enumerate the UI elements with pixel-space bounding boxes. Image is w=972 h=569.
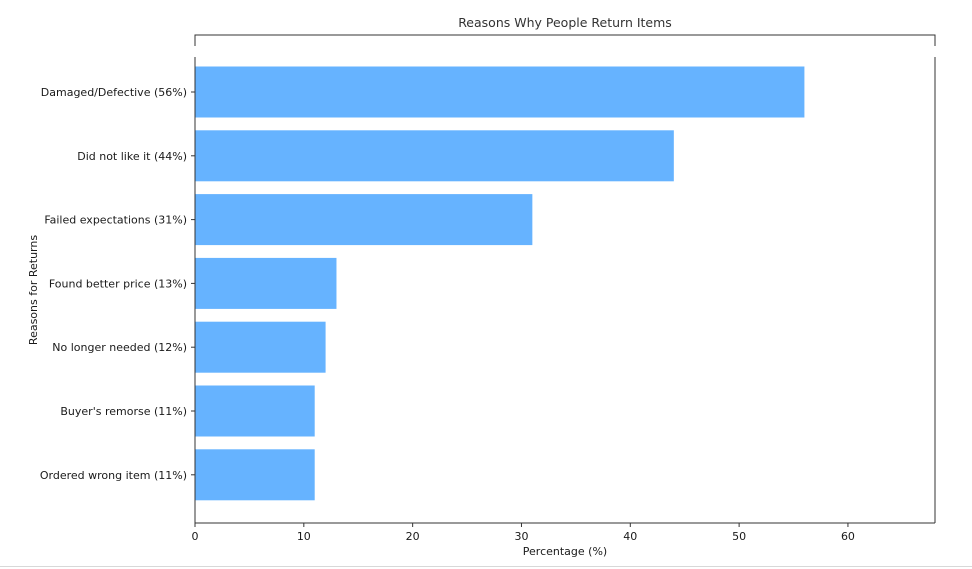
bar	[195, 321, 326, 373]
x-tick-label: 20	[406, 530, 420, 543]
bar	[195, 449, 315, 501]
title-bracket	[194, 34, 936, 46]
bar	[195, 194, 533, 246]
bars-group	[195, 66, 805, 501]
axes-group	[194, 57, 936, 524]
x-tick-labels: 0 10 20 30 40 50 60	[192, 523, 855, 543]
page-divider	[0, 566, 972, 567]
bar	[195, 66, 805, 118]
x-axis-label: Percentage (%)	[523, 545, 607, 558]
y-tick-label: Ordered wrong item (11%)	[40, 469, 187, 482]
y-tick-label: Failed expectations (31%)	[44, 214, 187, 227]
y-axis-label: Reasons for Returns	[27, 235, 40, 345]
bar	[195, 385, 315, 437]
bar	[195, 257, 337, 309]
x-tick-label: 60	[841, 530, 855, 543]
x-tick-label: 40	[623, 530, 637, 543]
y-tick-labels: Damaged/Defective (56%) Did not like it (…	[40, 86, 195, 482]
x-tick-label: 10	[297, 530, 311, 543]
x-tick-label: 30	[514, 530, 528, 543]
y-tick-label: Found better price (13%)	[49, 277, 187, 290]
bar	[195, 130, 674, 182]
x-tick-label: 50	[732, 530, 746, 543]
y-tick-label: Damaged/Defective (56%)	[41, 86, 187, 99]
y-tick-label: Did not like it (44%)	[77, 150, 187, 163]
chart-title: Reasons Why People Return Items	[458, 15, 672, 30]
y-tick-label: No longer needed (12%)	[52, 341, 187, 354]
x-tick-label: 0	[192, 530, 199, 543]
y-tick-label: Buyer's remorse (11%)	[60, 405, 187, 418]
